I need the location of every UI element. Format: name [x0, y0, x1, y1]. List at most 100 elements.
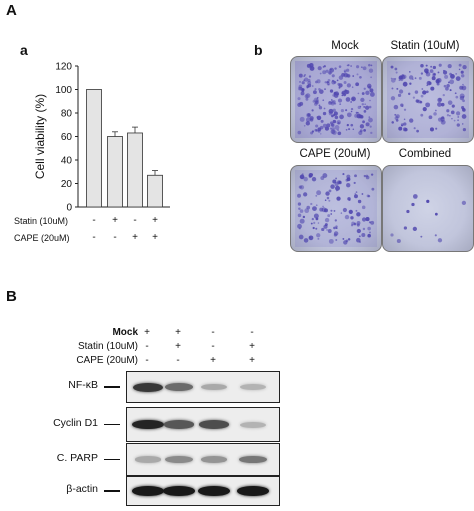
colony [315, 204, 318, 207]
colony [298, 227, 301, 230]
colony [391, 87, 394, 90]
colony [367, 233, 371, 238]
colony [327, 214, 331, 218]
colony [411, 202, 415, 207]
colony [332, 119, 337, 124]
colony [369, 125, 372, 128]
plate-label: CAPE (20uM) [299, 148, 371, 160]
colony [314, 80, 318, 84]
colony [420, 113, 424, 117]
colony [350, 110, 353, 113]
colony [301, 81, 305, 85]
colony [322, 205, 324, 208]
colony [311, 173, 313, 175]
colony [328, 71, 332, 75]
colony [302, 215, 306, 219]
colony [368, 68, 374, 73]
colony [344, 74, 346, 76]
colony [333, 91, 337, 95]
colony [331, 102, 333, 104]
treatment-label: Mock [112, 327, 138, 338]
colony [334, 124, 340, 130]
colony [420, 94, 424, 98]
bar [86, 89, 102, 208]
subpanel-a-letter: a [20, 42, 28, 58]
colony [361, 205, 366, 210]
colony [353, 222, 357, 226]
plate-well [295, 61, 377, 138]
colony [365, 122, 370, 127]
colony [440, 102, 445, 107]
colony [398, 89, 404, 94]
colony [398, 79, 401, 82]
colony [420, 235, 423, 238]
treatment-sign: + [210, 355, 216, 366]
colony [428, 115, 433, 120]
colony [437, 102, 442, 107]
blot-marker-dash [104, 423, 120, 425]
colony [338, 83, 343, 88]
y-tick-label: 20 [61, 179, 73, 190]
colony [342, 173, 345, 176]
colony [309, 236, 311, 239]
colony [356, 228, 361, 234]
colony [462, 86, 464, 89]
colony [320, 119, 324, 123]
colony [422, 90, 427, 95]
colony [368, 117, 373, 123]
colony [350, 101, 353, 103]
condition-sign: - [133, 215, 137, 226]
colony [371, 187, 375, 191]
colony [324, 88, 326, 90]
colony [323, 65, 326, 68]
colony [347, 238, 351, 241]
colony [336, 79, 339, 82]
blot-band [132, 419, 164, 430]
colony [359, 129, 363, 133]
colony [458, 63, 462, 67]
colony [450, 110, 455, 115]
colony [363, 105, 366, 108]
colony [461, 114, 467, 119]
colony [407, 92, 411, 96]
colony [414, 90, 419, 94]
colony [360, 97, 365, 102]
colony [367, 194, 371, 198]
colony [334, 219, 337, 222]
colony [355, 82, 360, 87]
colony [305, 117, 311, 123]
treatment-sign: + [175, 341, 181, 352]
treatment-label: CAPE (20uM) [76, 355, 138, 366]
colony [338, 75, 344, 80]
colony [345, 128, 348, 131]
colony [318, 104, 321, 107]
colony [444, 74, 449, 79]
colony [316, 115, 322, 121]
colony [432, 65, 437, 70]
blot-band [237, 486, 269, 496]
colony [350, 224, 354, 227]
treatment-sign: + [144, 327, 150, 338]
colony [328, 101, 331, 104]
colony [449, 89, 452, 92]
colony [394, 116, 399, 120]
colony [443, 84, 447, 88]
colony [311, 176, 317, 182]
colony [425, 102, 431, 108]
colony [320, 133, 322, 135]
colony [334, 115, 339, 120]
y-tick-label: 100 [55, 85, 72, 96]
treatment-label: Statin (10uM) [77, 341, 138, 352]
blot-label: β-actin [66, 483, 98, 495]
colony [361, 193, 364, 195]
colony [313, 221, 316, 224]
colony [334, 67, 337, 70]
colony [339, 114, 344, 120]
colony [418, 76, 422, 80]
plate-well [387, 61, 469, 138]
blot-band [135, 456, 161, 463]
colony [310, 222, 313, 225]
colony [328, 111, 333, 116]
condition-sign: - [92, 215, 96, 226]
colony [390, 96, 396, 101]
